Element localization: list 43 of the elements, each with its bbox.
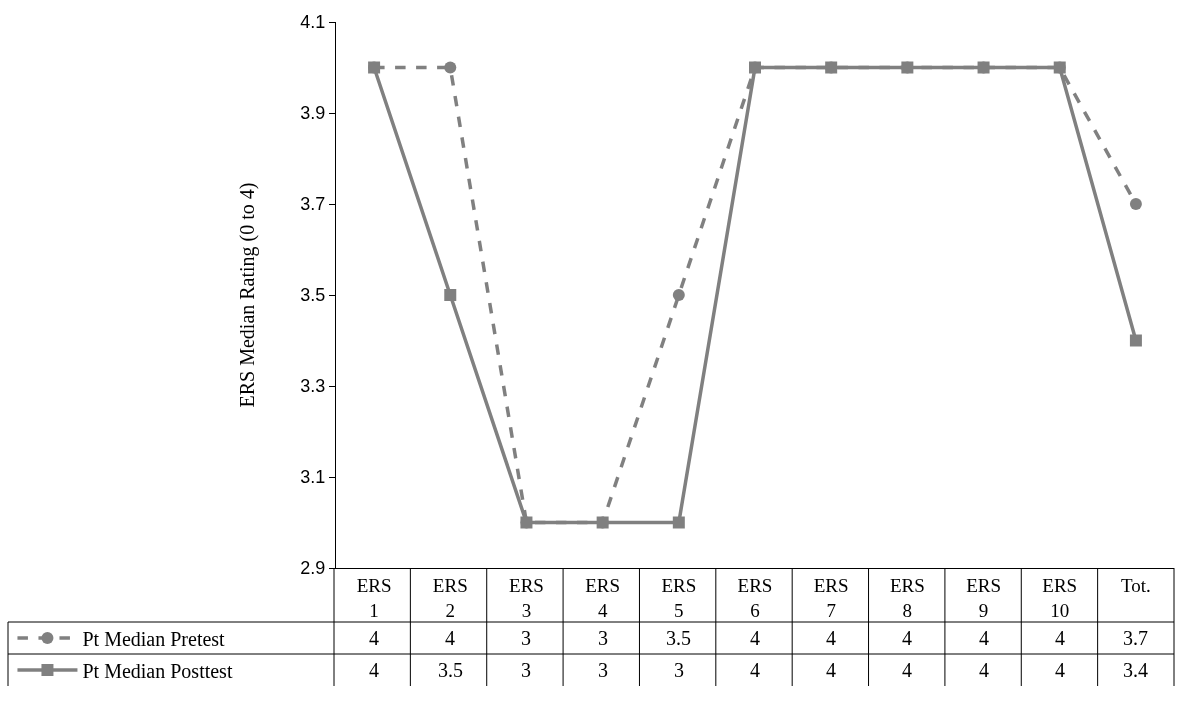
- data-label: 4: [369, 659, 379, 681]
- data-label: 3.5: [666, 627, 691, 649]
- data-label: 3: [674, 659, 684, 681]
- data-label: 4: [826, 627, 836, 649]
- data-label: 4: [979, 627, 989, 649]
- data-label: 3: [598, 659, 608, 681]
- y-tick-label: 4.1: [300, 12, 326, 33]
- data-label: 4: [1055, 659, 1065, 681]
- x-tick-label: ERS 5: [661, 574, 697, 621]
- x-tick-label: ERS 6: [737, 574, 773, 621]
- x-tick-label: ERS 7: [813, 574, 849, 621]
- data-label: 4: [445, 627, 455, 649]
- legend-label: Pt Median Posttest: [82, 659, 233, 682]
- data-label: 3.7: [1123, 627, 1148, 649]
- data-label: 4: [750, 627, 760, 649]
- y-tick-label: 3.3: [300, 376, 326, 397]
- x-tick-label: ERS 10: [1042, 574, 1078, 621]
- data-label: 3: [598, 627, 608, 649]
- x-tick-label: ERS 8: [889, 574, 925, 621]
- x-tick-label: ERS 3: [509, 574, 544, 621]
- data-label: 4: [979, 659, 989, 681]
- data-label: 3: [521, 659, 531, 681]
- data-label: 3.5: [438, 659, 463, 681]
- data-label: 4: [1055, 627, 1065, 649]
- x-tick-label: ERS 1: [356, 574, 392, 621]
- data-label: 3: [521, 627, 531, 649]
- data-label: 4: [902, 659, 912, 681]
- data-label: 4: [902, 627, 912, 649]
- x-tick-label: Tot.: [1121, 574, 1151, 596]
- y-tick-label: 3.5: [300, 285, 326, 306]
- legend-label: Pt Median Pretest: [82, 627, 226, 650]
- x-tick-label: ERS 2: [432, 574, 468, 621]
- y-axis-title: ERS Median Rating (0 to 4): [235, 182, 259, 408]
- y-tick-label: 2.9: [300, 558, 326, 579]
- data-label: 3.4: [1123, 659, 1148, 681]
- y-tick-label: 3.9: [300, 103, 326, 124]
- x-tick-label: ERS 4: [585, 574, 621, 621]
- data-label: 4: [826, 659, 836, 681]
- data-label: 4: [369, 627, 379, 649]
- y-tick-label: 3.7: [300, 194, 326, 215]
- data-label: 4: [750, 659, 760, 681]
- x-tick-label: ERS 9: [966, 574, 1001, 621]
- y-tick-label: 3.1: [300, 467, 326, 488]
